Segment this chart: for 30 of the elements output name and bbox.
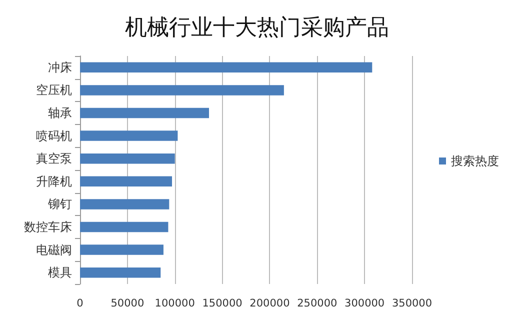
y-tick-label: 电磁阀: [36, 242, 72, 257]
x-tick-label: 200000: [250, 298, 290, 310]
y-tick-label: 轴承: [48, 106, 72, 120]
bar: [80, 85, 284, 96]
y-tick-label: 喷码机: [36, 128, 72, 143]
bar: [80, 222, 168, 232]
x-tick-label: 300000: [344, 298, 385, 310]
bar: [80, 62, 372, 73]
bar: [80, 244, 164, 255]
bar: [80, 267, 161, 278]
y-tick-label: 空压机: [36, 83, 72, 98]
y-tick-label: 升降机: [36, 174, 72, 188]
x-tick-label: 50000: [110, 298, 144, 310]
x-tick-label: 250000: [297, 298, 338, 310]
bar: [80, 153, 175, 164]
y-tick-label: 真空泵: [36, 152, 72, 166]
x-tick-label: 350000: [392, 298, 432, 310]
y-tick-label: 模具: [48, 266, 72, 280]
y-tick-label: 冲床: [48, 60, 72, 74]
bar: [80, 199, 170, 210]
y-tick-label: 数控车床: [24, 220, 72, 234]
x-tick-label: 0: [76, 298, 84, 310]
x-tick-label: 150000: [202, 298, 242, 310]
chart-title: 机械行业十大热门采购产品: [125, 16, 389, 40]
legend-label: 搜索热度: [451, 154, 499, 168]
bar: [80, 108, 210, 118]
x-tick-label: 100000: [154, 298, 195, 310]
bar: [80, 176, 172, 187]
bar: [80, 130, 178, 141]
y-tick-label: 铆钉: [47, 197, 72, 212]
